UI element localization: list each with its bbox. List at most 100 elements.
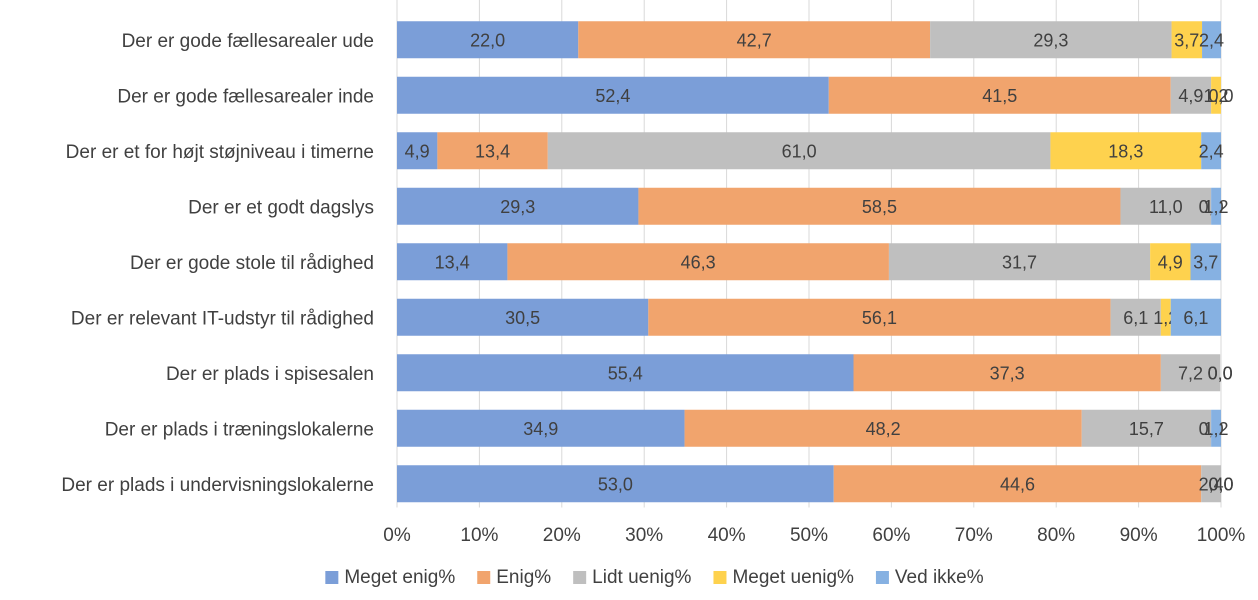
bar-value-label: 0,0: [1208, 363, 1233, 383]
bar-segment: [684, 409, 1082, 447]
bar-segment: [1150, 243, 1191, 281]
bar-value-label: 4,9: [1158, 252, 1183, 272]
legend-label: Enig%: [496, 567, 551, 588]
bar-value-label: 55,4: [608, 363, 643, 383]
bar-value-label: 53,0: [598, 474, 633, 494]
bar-value-label: 29,3: [500, 197, 535, 217]
x-tick-label: 100%: [1197, 525, 1246, 546]
bar-value-label: 42,7: [737, 30, 772, 50]
bar-value-label: 6,1: [1183, 308, 1208, 328]
legend-label: Ved ikke%: [895, 567, 984, 588]
bar-value-label: 58,5: [862, 197, 897, 217]
category-labels: Der er gode fællesarealer ude Der er gode…: [61, 31, 374, 496]
category-label: Der er plads i spisesalen: [166, 364, 374, 385]
bar-segment: [1201, 465, 1221, 503]
category-label: Der er gode stole til rådighed: [130, 253, 374, 274]
bar-value-label: 1,2: [1204, 419, 1229, 439]
bar-value-label: 0,0: [1208, 474, 1233, 494]
bar-value-label: 15,7: [1129, 419, 1164, 439]
legend-swatch: [713, 571, 727, 584]
bar-value-label: 46,3: [681, 252, 716, 272]
bar-segment: [1050, 132, 1202, 170]
bar-segment: [833, 465, 1202, 503]
bar-segment: [888, 243, 1151, 281]
x-axis-ticks: 0% 10% 20% 30% 40% 50% 60% 70% 80% 90% 100%: [383, 525, 1245, 546]
legend-label: Meget enig%: [344, 567, 455, 588]
bar-segment: [397, 465, 834, 503]
bar-segment: [1120, 187, 1212, 225]
bar-segment: [853, 354, 1161, 392]
bar-value-label: 6,1: [1123, 308, 1148, 328]
legend-swatch: [875, 571, 889, 584]
bar-value-label: 4,9: [405, 141, 430, 161]
bar-segment: [1081, 409, 1212, 447]
bar-segment: [1202, 21, 1221, 59]
x-tick-label: 60%: [872, 525, 910, 546]
bar-segment: [507, 243, 889, 281]
bar-segment: [1110, 298, 1161, 336]
bar-value-label: 3,7: [1193, 252, 1218, 272]
category-label: Der er relevant IT-udstyr til rådighed: [71, 308, 374, 329]
category-label: Der er plads i træningslokalerne: [105, 419, 374, 440]
bar-value-label: 1,2: [1204, 197, 1229, 217]
bar-value-label: 30,5: [505, 308, 540, 328]
bar-value-label: 61,0: [782, 141, 817, 161]
bar-segment: [397, 132, 438, 170]
category-label: Der er gode fællesarealer ude: [122, 31, 374, 52]
bar-value-label: 2,4: [1199, 141, 1224, 161]
bar-segment: [1170, 298, 1221, 336]
bar-value-label: 34,9: [523, 419, 558, 439]
bar-segment: [397, 354, 854, 392]
x-tick-label: 20%: [543, 525, 581, 546]
legend: Meget enig% Enig% Lidt uenig% Meget uenig% V…: [325, 567, 984, 588]
bar-segment: [397, 76, 829, 114]
bar-value-label: 18,3: [1108, 141, 1143, 161]
bar-segment: [397, 298, 649, 336]
bar-value-label: 56,1: [862, 308, 897, 328]
bar-segment: [1160, 354, 1221, 392]
bar-value-label: 2,4: [1199, 474, 1224, 494]
bar-segment: [397, 243, 508, 281]
bar-value-label: 13,4: [435, 252, 470, 272]
bar-value-label: 11,0: [1149, 197, 1183, 217]
bar-segment: [930, 21, 1172, 59]
x-tick-label: 10%: [460, 525, 498, 546]
legend-swatch: [325, 571, 339, 584]
bar-segment: [1190, 243, 1221, 281]
bar-segment: [1170, 76, 1212, 114]
bar-value-label: 22,0: [470, 30, 505, 50]
bar-value-label: 48,2: [866, 419, 901, 439]
legend-label: Lidt uenig%: [592, 567, 691, 588]
bar-segment: [1171, 21, 1203, 59]
legend-swatch: [573, 571, 587, 584]
bar-value-label: 29,3: [1033, 30, 1068, 50]
bar-segment: [1211, 409, 1221, 447]
bar-segment: [828, 76, 1171, 114]
x-tick-label: 0%: [383, 525, 411, 546]
bar-segment: [638, 187, 1121, 225]
bar-value-label: 52,4: [595, 86, 630, 106]
bar-segment: [1211, 76, 1221, 114]
x-tick-label: 70%: [955, 525, 993, 546]
category-label: Der er et for højt støjniveau i timerne: [66, 142, 374, 163]
bar-value-label: 1,2: [1204, 86, 1229, 106]
bar-segment: [648, 298, 1111, 336]
bar-segment: [1201, 132, 1221, 170]
bar-value-label: 3,7: [1174, 30, 1199, 50]
bar-value-label: 7,2: [1178, 363, 1203, 383]
bar-value-label: 31,7: [1002, 252, 1037, 272]
bar-value-label: 41,5: [982, 86, 1017, 106]
bar-segment: [437, 132, 548, 170]
bar-segment: [397, 187, 639, 225]
bar-segment: [1211, 187, 1221, 225]
bar-value-label: 0,0: [1208, 363, 1233, 383]
bar-segment: [397, 409, 685, 447]
x-tick-label: 30%: [625, 525, 663, 546]
x-tick-label: 40%: [708, 525, 746, 546]
x-tick-label: 80%: [1037, 525, 1075, 546]
bar-value-label: 0,0: [1208, 86, 1233, 106]
x-tick-label: 50%: [790, 525, 828, 546]
category-label: Der er gode fællesarealer inde: [117, 86, 374, 107]
bar-value-label: 37,3: [990, 363, 1025, 383]
